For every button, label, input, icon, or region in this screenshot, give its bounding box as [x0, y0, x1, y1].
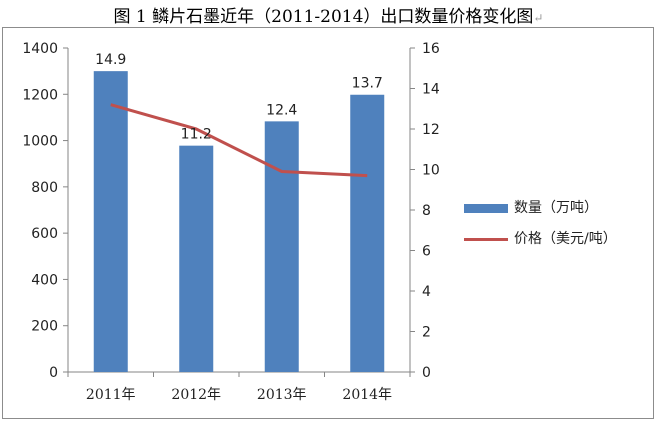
- y-right-tick-label: 12: [422, 122, 440, 138]
- legend-item-line: 价格（美元/吨）: [464, 228, 617, 248]
- legend-line-label: 价格（美元/吨）: [514, 231, 617, 247]
- y-left-tick-label: 600: [31, 226, 58, 242]
- chart-title-text: 图 1 鳞片石墨近年（2011-2014）出口数量价格变化图: [113, 7, 534, 27]
- x-tick-label: 2013年: [257, 387, 307, 403]
- legend-line-swatch: [464, 237, 508, 241]
- y-left-tick-label: 1000: [22, 134, 58, 150]
- bar-data-label: 12.4: [266, 102, 297, 118]
- x-tick-label: 2014年: [342, 387, 392, 403]
- bar-data-label: 14.9: [95, 52, 126, 68]
- y-left-tick-label: 0: [49, 365, 58, 381]
- x-tick-label: 2011年: [86, 387, 136, 403]
- paragraph-mark-icon: ↵: [533, 11, 544, 25]
- y-left-tick-label: 800: [31, 180, 58, 196]
- bar-data-label: 11.2: [181, 127, 212, 143]
- legend-bar-swatch: [464, 203, 508, 213]
- y-left-tick-label: 200: [31, 319, 58, 335]
- y-left-tick-label: 1200: [22, 87, 58, 103]
- y-right-tick-label: 2: [422, 325, 431, 341]
- y-left-tick-label: 400: [31, 272, 58, 288]
- y-right-tick-label: 8: [422, 203, 431, 219]
- y-right-tick-label: 10: [422, 163, 440, 179]
- y-left-tick-label: 1400: [22, 41, 58, 57]
- y-right-tick-label: 0: [422, 365, 431, 381]
- bar: [93, 71, 128, 373]
- y-right-tick-label: 4: [422, 284, 431, 300]
- bar: [179, 145, 214, 372]
- bar-data-label: 13.7: [352, 76, 383, 92]
- y-right-tick-label: 16: [422, 41, 440, 57]
- chart-title: 图 1 鳞片石墨近年（2011-2014）出口数量价格变化图↵: [0, 2, 657, 27]
- legend-bar-label: 数量（万吨）: [514, 200, 598, 216]
- bar: [264, 121, 299, 372]
- price-line: [110, 103, 368, 178]
- legend-item-bar: 数量（万吨）: [464, 197, 598, 217]
- y-right-tick-label: 6: [422, 244, 431, 260]
- x-tick-label: 2012年: [171, 387, 221, 403]
- bar: [350, 94, 385, 373]
- chart-frame: [2, 27, 654, 419]
- y-right-tick-label: 14: [422, 82, 440, 98]
